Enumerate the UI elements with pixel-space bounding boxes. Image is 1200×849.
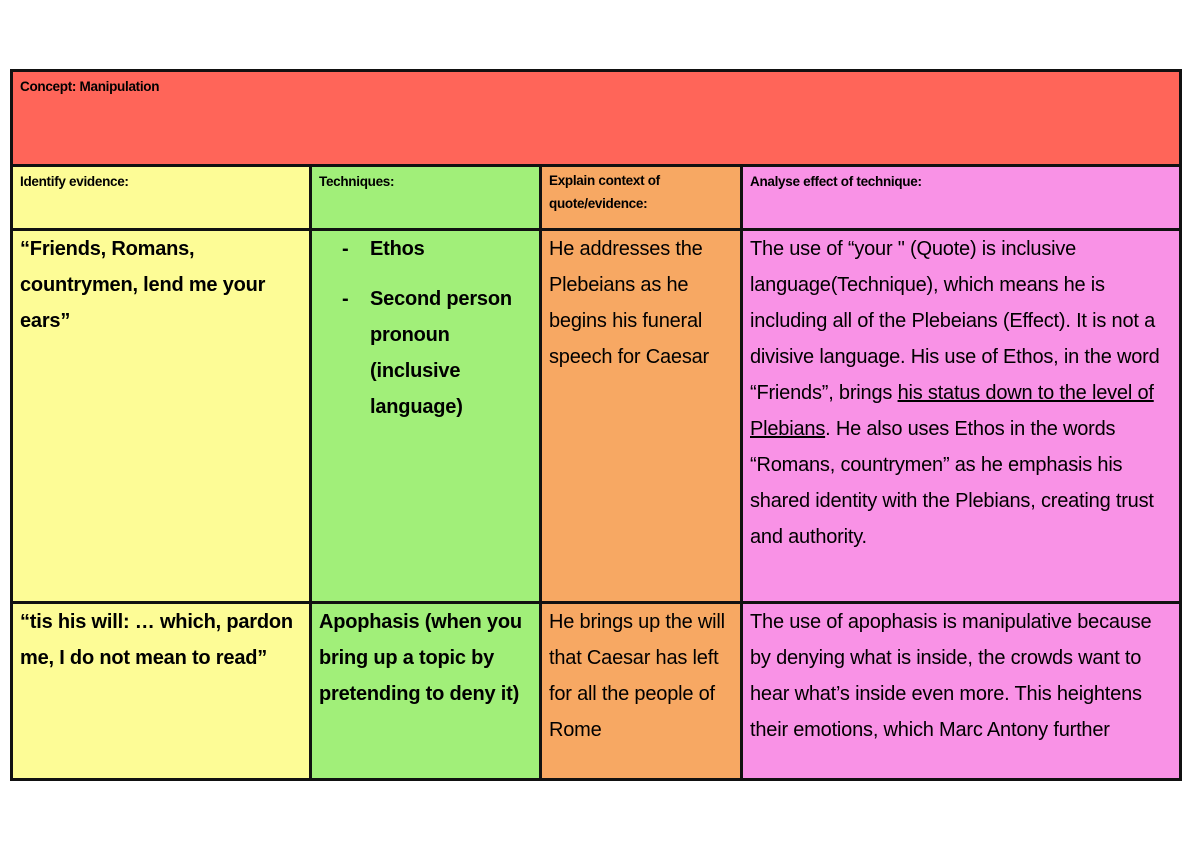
header-explain-context: Explain context of quote/evidence: xyxy=(542,167,740,228)
technique-item: Ethos xyxy=(342,231,532,267)
row1-context: He addresses the Plebeians as he begins … xyxy=(542,231,740,601)
row1-effect: The use of “your " (Quote) is inclusive … xyxy=(743,231,1179,601)
technique-text: Apophasis (when you bring up a topic by … xyxy=(319,611,522,705)
row1-evidence: “Friends, Romans, countrymen, lend me yo… xyxy=(13,231,309,601)
header-label: Identify evidence: xyxy=(20,174,129,189)
row2-context: He brings up the will that Caesar has le… xyxy=(542,604,740,778)
context-text: He brings up the will that Caesar has le… xyxy=(549,611,725,741)
effect-text: The use of “your " (Quote) is inclusive … xyxy=(750,238,1160,404)
technique-item: Second person pronoun (inclusive languag… xyxy=(342,281,532,425)
techniques-list: Ethos Second person pronoun (inclusive l… xyxy=(319,231,532,425)
effect-text: The use of apophasis is manipulative bec… xyxy=(750,611,1152,741)
effect-text: . He also uses Ethos in the words “Roman… xyxy=(750,418,1154,548)
concept-header: Concept: Manipulation xyxy=(13,72,1179,164)
row2-evidence: “tis his will: … which, pardon me, I do … xyxy=(13,604,309,778)
header-analyse-effect: Analyse effect of technique: xyxy=(743,167,1179,228)
analysis-table: Concept: Manipulation Identify evidence:… xyxy=(10,69,1182,781)
concept-label: Concept: Manipulation xyxy=(20,79,160,94)
header-techniques: Techniques: xyxy=(312,167,539,228)
header-label: Techniques: xyxy=(319,174,395,189)
row2-effect: The use of apophasis is manipulative bec… xyxy=(743,604,1179,778)
context-text: He addresses the Plebeians as he begins … xyxy=(549,238,710,368)
header-label: Analyse effect of technique: xyxy=(750,174,922,189)
evidence-quote: “Friends, Romans, countrymen, lend me yo… xyxy=(20,238,266,332)
row1-techniques: Ethos Second person pronoun (inclusive l… xyxy=(312,231,539,601)
row2-techniques: Apophasis (when you bring up a topic by … xyxy=(312,604,539,778)
header-label: Explain context of quote/evidence: xyxy=(549,173,660,211)
effect-underlined-text: his status down to the level of Plebians xyxy=(750,382,1154,440)
evidence-quote: “tis his will: … which, pardon me, I do … xyxy=(20,611,293,669)
header-identify-evidence: Identify evidence: xyxy=(13,167,309,228)
